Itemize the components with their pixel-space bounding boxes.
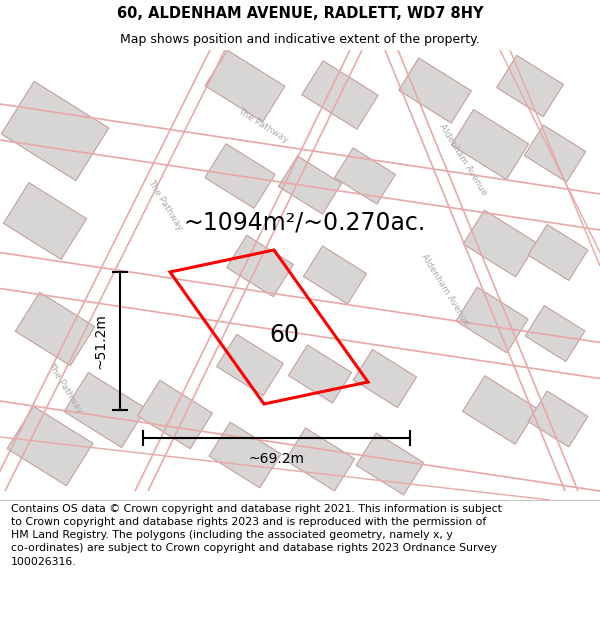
Text: 60, ALDENHAM AVENUE, RADLETT, WD7 8HY: 60, ALDENHAM AVENUE, RADLETT, WD7 8HY	[117, 6, 483, 21]
Polygon shape	[278, 156, 341, 214]
Polygon shape	[1, 81, 109, 181]
Polygon shape	[463, 376, 538, 444]
Text: ~51.2m: ~51.2m	[94, 313, 108, 369]
Polygon shape	[205, 50, 285, 122]
Polygon shape	[335, 148, 395, 204]
Polygon shape	[209, 422, 281, 488]
Text: The Pathway: The Pathway	[146, 178, 184, 232]
Text: The Pathway: The Pathway	[236, 106, 290, 144]
Polygon shape	[528, 224, 588, 281]
Polygon shape	[356, 433, 424, 495]
Text: Aldenham Avenue: Aldenham Avenue	[419, 253, 470, 328]
Polygon shape	[451, 109, 529, 179]
Polygon shape	[217, 334, 283, 396]
Polygon shape	[137, 380, 212, 449]
Polygon shape	[524, 125, 586, 182]
Polygon shape	[497, 56, 563, 117]
Polygon shape	[304, 246, 367, 304]
Text: ~1094m²/~0.270ac.: ~1094m²/~0.270ac.	[183, 211, 425, 235]
Polygon shape	[353, 349, 416, 408]
Text: 60: 60	[269, 323, 299, 347]
Polygon shape	[398, 58, 472, 123]
Polygon shape	[525, 306, 585, 361]
Polygon shape	[456, 287, 528, 353]
Polygon shape	[289, 345, 352, 403]
Text: Contains OS data © Crown copyright and database right 2021. This information is : Contains OS data © Crown copyright and d…	[11, 504, 502, 566]
Polygon shape	[286, 428, 355, 491]
Text: ~69.2m: ~69.2m	[248, 452, 305, 466]
Polygon shape	[7, 406, 93, 486]
Polygon shape	[15, 292, 95, 366]
Polygon shape	[4, 182, 86, 259]
Polygon shape	[528, 391, 588, 447]
Text: Aldenham Avenue: Aldenham Avenue	[437, 122, 488, 198]
Polygon shape	[64, 372, 146, 448]
Polygon shape	[227, 236, 293, 297]
Text: The Pathway: The Pathway	[46, 361, 84, 415]
Text: Map shows position and indicative extent of the property.: Map shows position and indicative extent…	[120, 32, 480, 46]
Polygon shape	[463, 210, 537, 277]
Polygon shape	[302, 61, 378, 129]
Polygon shape	[205, 144, 275, 208]
